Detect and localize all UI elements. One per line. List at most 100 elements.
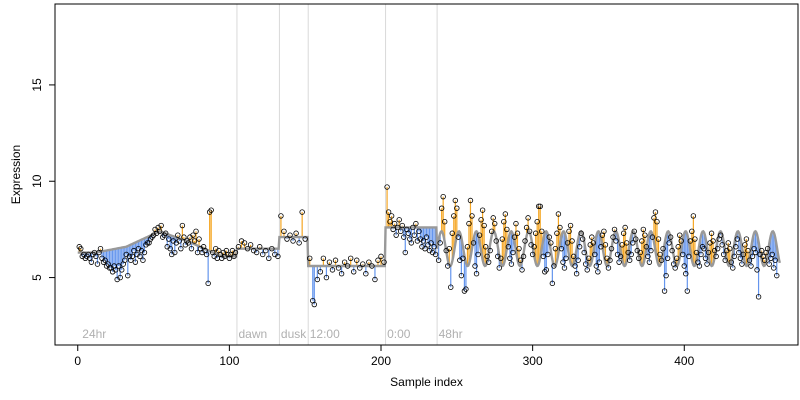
data-point: [511, 234, 518, 240]
data-point: [296, 240, 302, 246]
data-point: [232, 249, 239, 256]
data-point: [507, 255, 513, 262]
data-point: [466, 220, 472, 227]
data-point: [446, 245, 452, 252]
data-point: [354, 257, 360, 263]
data-point: [181, 234, 187, 240]
data-point: [263, 247, 269, 254]
data-point: [581, 249, 587, 256]
data-point: [448, 284, 454, 290]
data-point: [413, 220, 419, 227]
data-point: [302, 236, 308, 242]
data-point: [546, 234, 553, 240]
data-point: [166, 236, 172, 242]
data-point: [708, 230, 715, 236]
data-point: [560, 259, 566, 265]
data-point: [405, 230, 412, 236]
data-point: [545, 251, 551, 258]
data-point: [598, 244, 604, 250]
data-point: [761, 257, 768, 263]
reference-curve: [77, 226, 781, 268]
y-axis-label: Expression: [9, 145, 23, 204]
data-point: [719, 242, 725, 248]
data-point: [473, 271, 480, 277]
data-point: [623, 240, 630, 246]
data-point: [684, 288, 691, 294]
data-point: [381, 259, 387, 265]
data-point: [437, 240, 443, 246]
data-point: [567, 222, 574, 229]
fitted-curve: [77, 226, 781, 268]
data-point: [323, 274, 330, 281]
data-point: [454, 205, 460, 211]
x-tick-label: 400: [674, 354, 694, 368]
data-point: [569, 238, 575, 244]
data-point: [440, 193, 446, 200]
data-point: [188, 245, 195, 252]
data-point: [390, 226, 396, 233]
data-point: [713, 253, 719, 260]
data-point: [733, 244, 739, 250]
plot-frame: [54, 3, 799, 346]
data-point: [687, 238, 694, 244]
data-point: [158, 222, 164, 229]
data-point: [517, 257, 524, 263]
data-point: [605, 265, 612, 271]
data-point: [467, 197, 474, 204]
data-point: [672, 265, 678, 271]
data-point: [576, 244, 583, 250]
data-point: [387, 219, 393, 225]
data-point: [391, 220, 398, 227]
data-point: [737, 255, 744, 262]
data-point: [122, 257, 128, 263]
data-point: [203, 251, 210, 258]
data-point: [496, 265, 502, 271]
data-point: [357, 265, 363, 271]
data-point: [115, 263, 122, 269]
data-point: [347, 255, 354, 262]
data-point: [396, 217, 402, 223]
data-point: [772, 257, 778, 263]
data-point: [208, 207, 214, 213]
data-point: [667, 234, 674, 240]
data-point: [745, 247, 751, 254]
data-point: [416, 228, 422, 235]
data-point: [131, 247, 137, 254]
data-point: [190, 232, 196, 238]
data-point: [620, 230, 627, 236]
x-tick-label: 100: [219, 354, 239, 368]
data-point: [366, 259, 372, 265]
data-point: [725, 240, 731, 246]
segment-annotations: 24hr dawn dusk 12:00 0:00 48hr: [82, 327, 462, 341]
data-point: [731, 253, 738, 260]
data-point: [643, 244, 650, 250]
data-point: [97, 245, 104, 252]
data-point: [658, 257, 665, 263]
data-point: [566, 228, 572, 235]
data-point: [519, 267, 525, 273]
data-point: [640, 226, 647, 233]
data-point: [253, 249, 260, 256]
data-point: [260, 251, 266, 258]
data-point: [543, 267, 549, 273]
data-point: [479, 207, 486, 213]
data-point: [360, 261, 366, 267]
data-point: [191, 238, 198, 244]
data-point: [106, 265, 113, 271]
data-point: [532, 230, 539, 236]
data-point: [185, 240, 192, 246]
data-point: [537, 203, 543, 209]
data-point: [463, 286, 469, 292]
y-tick-label: 10: [30, 174, 44, 188]
data-point: [363, 271, 369, 277]
data-point: [570, 253, 577, 260]
data-point: [460, 255, 466, 262]
data-point: [88, 259, 95, 265]
data-point: [329, 267, 336, 273]
data-point: [536, 203, 542, 209]
data-point: [619, 242, 625, 248]
data-point: [701, 245, 707, 252]
data-point: [616, 259, 622, 265]
data-point: [578, 230, 584, 236]
x-tick-label: 0: [74, 354, 81, 368]
